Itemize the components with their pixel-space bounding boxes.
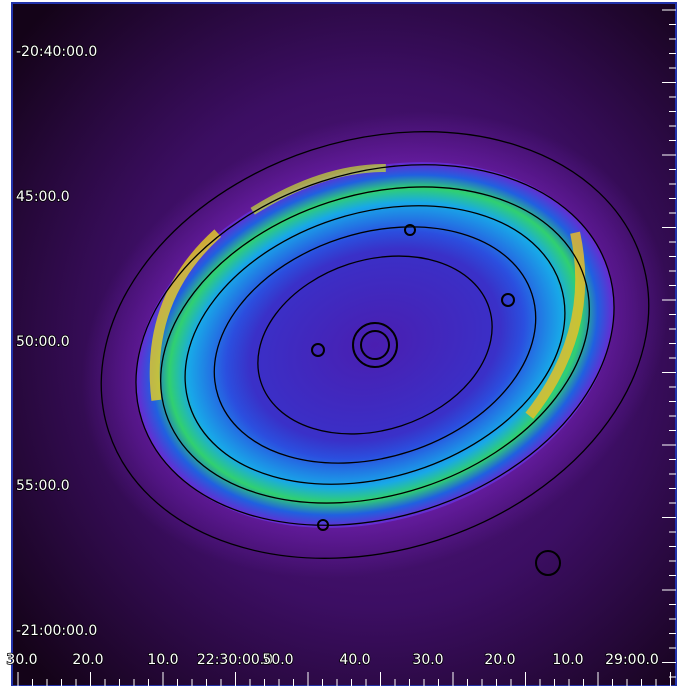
x-axis-label: 10.0 (147, 652, 178, 668)
y-axis-label: -20:40:00.0 (16, 44, 97, 60)
x-axis-label: 40.0 (339, 652, 370, 668)
y-axis-label: -21:00:00.0 (16, 623, 97, 639)
y-axis-label: 50:00.0 (16, 334, 70, 350)
x-axis-label: 30.0 (412, 652, 443, 668)
y-axis-label: 55:00.0 (16, 478, 70, 494)
nebula (81, 111, 669, 579)
stars (311, 224, 561, 576)
x-axis-label: 20.0 (72, 652, 103, 668)
ticks (17, 9, 676, 686)
x-axis-label: 22:30:00.0 (197, 652, 273, 668)
x-axis-label: 30.0 (6, 652, 37, 668)
x-axis-label: 20.0 (484, 652, 515, 668)
x-axis-label: 29:00.0 (605, 652, 659, 668)
x-axis-label: 50.0 (262, 652, 293, 668)
x-axis-label: 10.0 (552, 652, 583, 668)
y-axis-label: 45:00.0 (16, 189, 70, 205)
axis-labels: -20:40:00.0 45:00.0 50:00.0 55:00.0 -21:00:0… (6, 43, 660, 669)
